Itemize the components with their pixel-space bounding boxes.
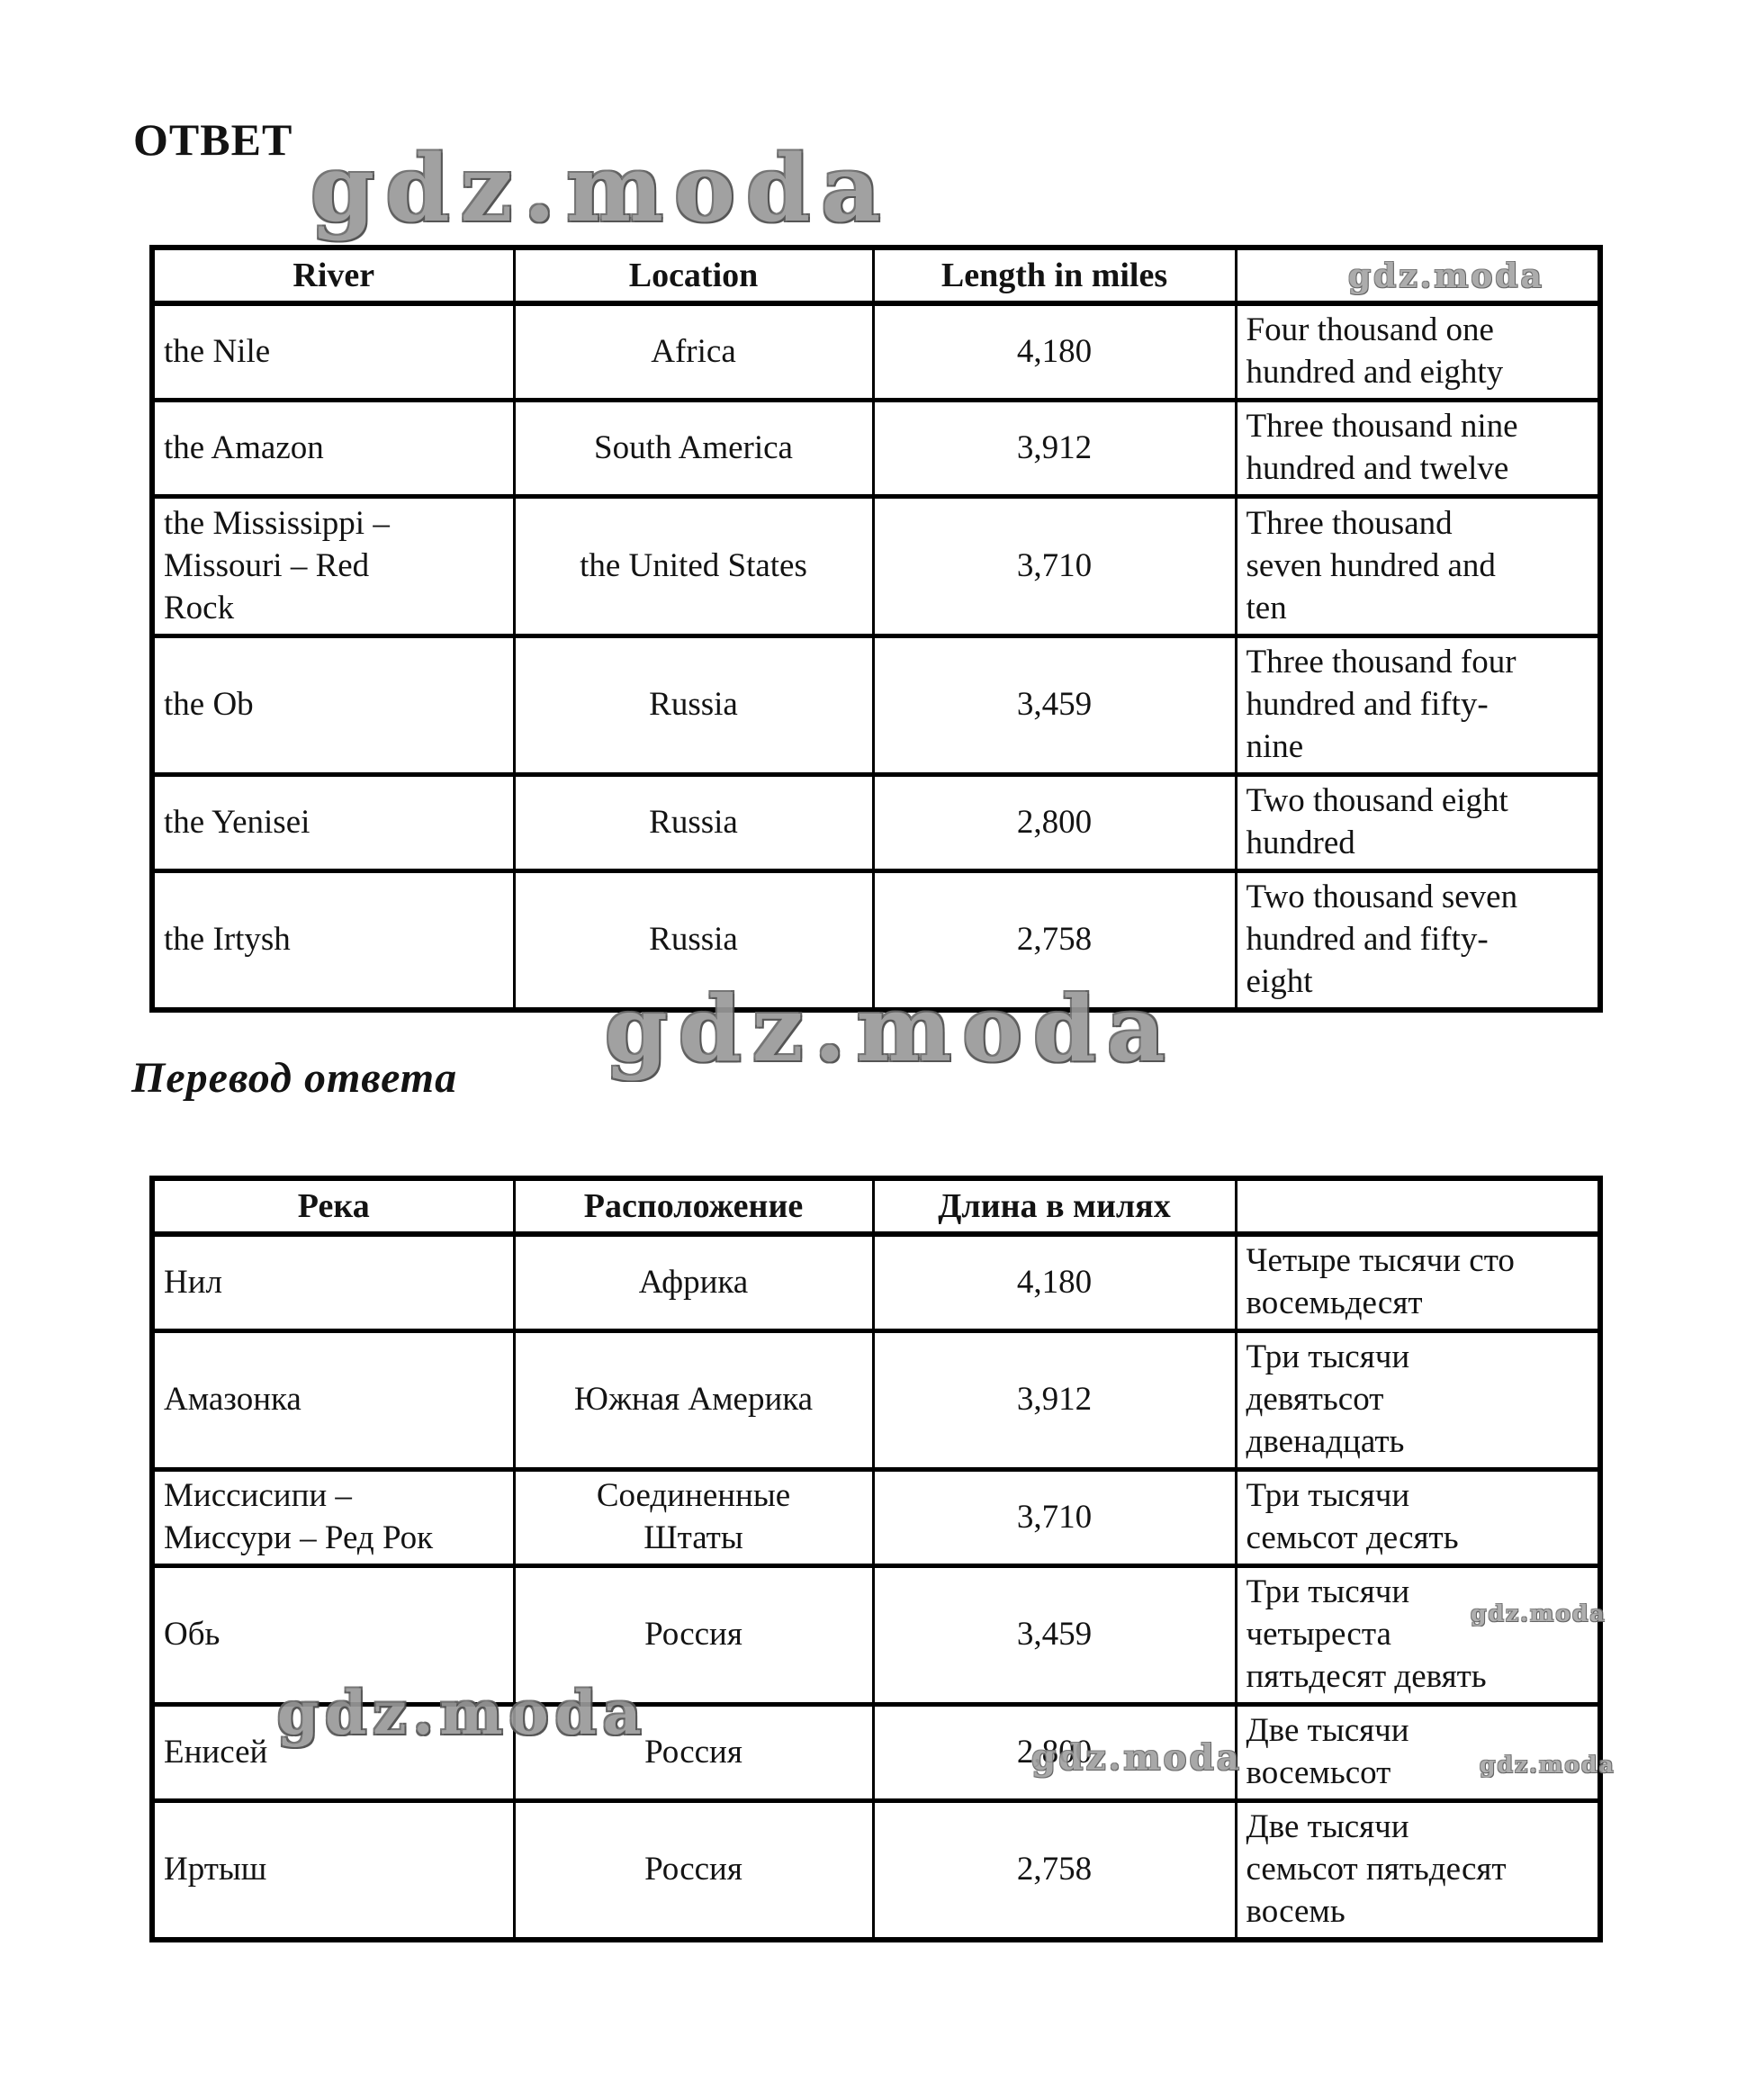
length-words-cell: Two thousand eight hundred (1234, 772, 1602, 874)
location-cell: Россия (512, 1702, 875, 1804)
table-row: the Ob Russia 3,459 Three thousand four … (150, 634, 1602, 778)
length-miles-cell: 2,800 (871, 1702, 1238, 1804)
length-miles-cell: 3,710 (871, 1467, 1238, 1569)
length-words-cell: Три тысячи семьсот десять (1234, 1467, 1602, 1569)
table-row: Обь Россия 3,459 Три тысячи четыреста пя… (150, 1564, 1602, 1708)
location-cell: Африка (512, 1231, 875, 1334)
river-cell: the Amazon (150, 398, 516, 500)
table-row: the Mississippi – Missouri – Red Rock th… (150, 494, 1602, 639)
table-row: Енисей Россия 2,800 Две тысячи восемьсот (150, 1702, 1602, 1804)
length-words-cell: Четыре тысячи сто восемьдесят (1234, 1231, 1602, 1334)
table-row: the Yenisei Russia 2,800 Two thousand ei… (150, 772, 1602, 874)
length-words-cell: Три тысячи девятьсот двенадцать (1234, 1329, 1602, 1473)
location-cell: Россия (512, 1798, 875, 1942)
length-miles-cell: 3,912 (871, 1329, 1238, 1473)
length-miles-cell: 2,800 (871, 772, 1238, 874)
length-words-cell: Три тысячи четыреста пятьдесят девять (1234, 1564, 1602, 1708)
river-cell: the Irtysh (150, 869, 516, 1013)
table-row: Нил Африка 4,180 Четыре тысячи сто восем… (150, 1231, 1602, 1334)
river-cell: the Yenisei (150, 772, 516, 874)
length-miles-cell: 3,912 (871, 398, 1238, 500)
length-words-cell: Three thousand seven hundred and ten (1234, 494, 1602, 639)
location-cell: South America (512, 398, 875, 500)
length-words-cell: Две тысячи восемьсот (1234, 1702, 1602, 1804)
location-cell: Южная Америка (512, 1329, 875, 1473)
location-cell: Соединенные Штаты (512, 1467, 875, 1569)
column-header-length: Length in miles (871, 245, 1238, 307)
column-header-words (1234, 245, 1602, 307)
length-miles-cell: 3,710 (871, 494, 1238, 639)
length-miles-cell: 2,758 (871, 869, 1238, 1013)
header-row: River Location Length in miles (150, 245, 1602, 307)
river-cell: the Ob (150, 634, 516, 778)
watermark-top-gdz-moda: gdz.moda (310, 135, 892, 243)
river-cell: Иртыш (150, 1798, 516, 1942)
column-header-river-ru: Река (150, 1176, 516, 1238)
answer-heading: ОТВЕТ (133, 114, 293, 165)
length-miles-cell: 2,758 (871, 1798, 1238, 1942)
length-miles-cell: 4,180 (871, 301, 1238, 403)
location-cell: Russia (512, 634, 875, 778)
table-row: Миссисипи – Миссури – Ред Рок Соединенны… (150, 1467, 1602, 1569)
location-cell: Russia (512, 869, 875, 1013)
length-miles-cell: 3,459 (871, 634, 1238, 778)
length-words-cell: Две тысячи семьсот пятьдесят восемь (1234, 1798, 1602, 1942)
location-cell: the United States (512, 494, 875, 639)
column-header-length-ru: Длина в милях (871, 1176, 1238, 1238)
table-row: the Amazon South America 3,912 Three tho… (150, 398, 1602, 500)
column-header-words-ru (1234, 1176, 1602, 1238)
table-row: Амазонка Южная Америка 3,912 Три тысячи … (150, 1329, 1602, 1473)
answer-table: River Location Length in miles the Nile … (149, 245, 1603, 1014)
length-words-cell: Three thousand four hundred and fifty- n… (1234, 634, 1602, 778)
length-words-cell: Three thousand nine hundred and twelve (1234, 398, 1602, 500)
river-cell: Нил (150, 1231, 516, 1334)
length-words-cell: Two thousand seven hundred and fifty- ei… (1234, 869, 1602, 1013)
length-miles-cell: 4,180 (871, 1231, 1238, 1334)
location-cell: Africa (512, 301, 875, 403)
river-cell: Амазонка (150, 1329, 516, 1473)
location-cell: Россия (512, 1564, 875, 1708)
river-cell: Миссисипи – Миссури – Ред Рок (150, 1467, 516, 1569)
length-miles-cell: 3,459 (871, 1564, 1238, 1708)
header-row: Река Расположение Длина в милях (150, 1176, 1602, 1238)
table-row: the Irtysh Russia 2,758 Two thousand sev… (150, 869, 1602, 1013)
table-row: the Nile Africa 4,180 Four thousand one … (150, 301, 1602, 403)
river-cell: the Mississippi – Missouri – Red Rock (150, 494, 516, 639)
location-cell: Russia (512, 772, 875, 874)
translation-table: Река Расположение Длина в милях Нил Афри… (149, 1176, 1603, 1943)
translation-heading: Перевод ответа (131, 1054, 458, 1102)
river-cell: the Nile (150, 301, 516, 403)
column-header-river: River (150, 245, 516, 307)
river-cell: Обь (150, 1564, 516, 1708)
column-header-location-ru: Расположение (512, 1176, 875, 1238)
river-cell: Енисей (150, 1702, 516, 1804)
length-words-cell: Four thousand one hundred and eighty (1234, 301, 1602, 403)
table-row: Иртыш Россия 2,758 Две тысячи семьсот пя… (150, 1798, 1602, 1942)
column-header-location: Location (512, 245, 875, 307)
